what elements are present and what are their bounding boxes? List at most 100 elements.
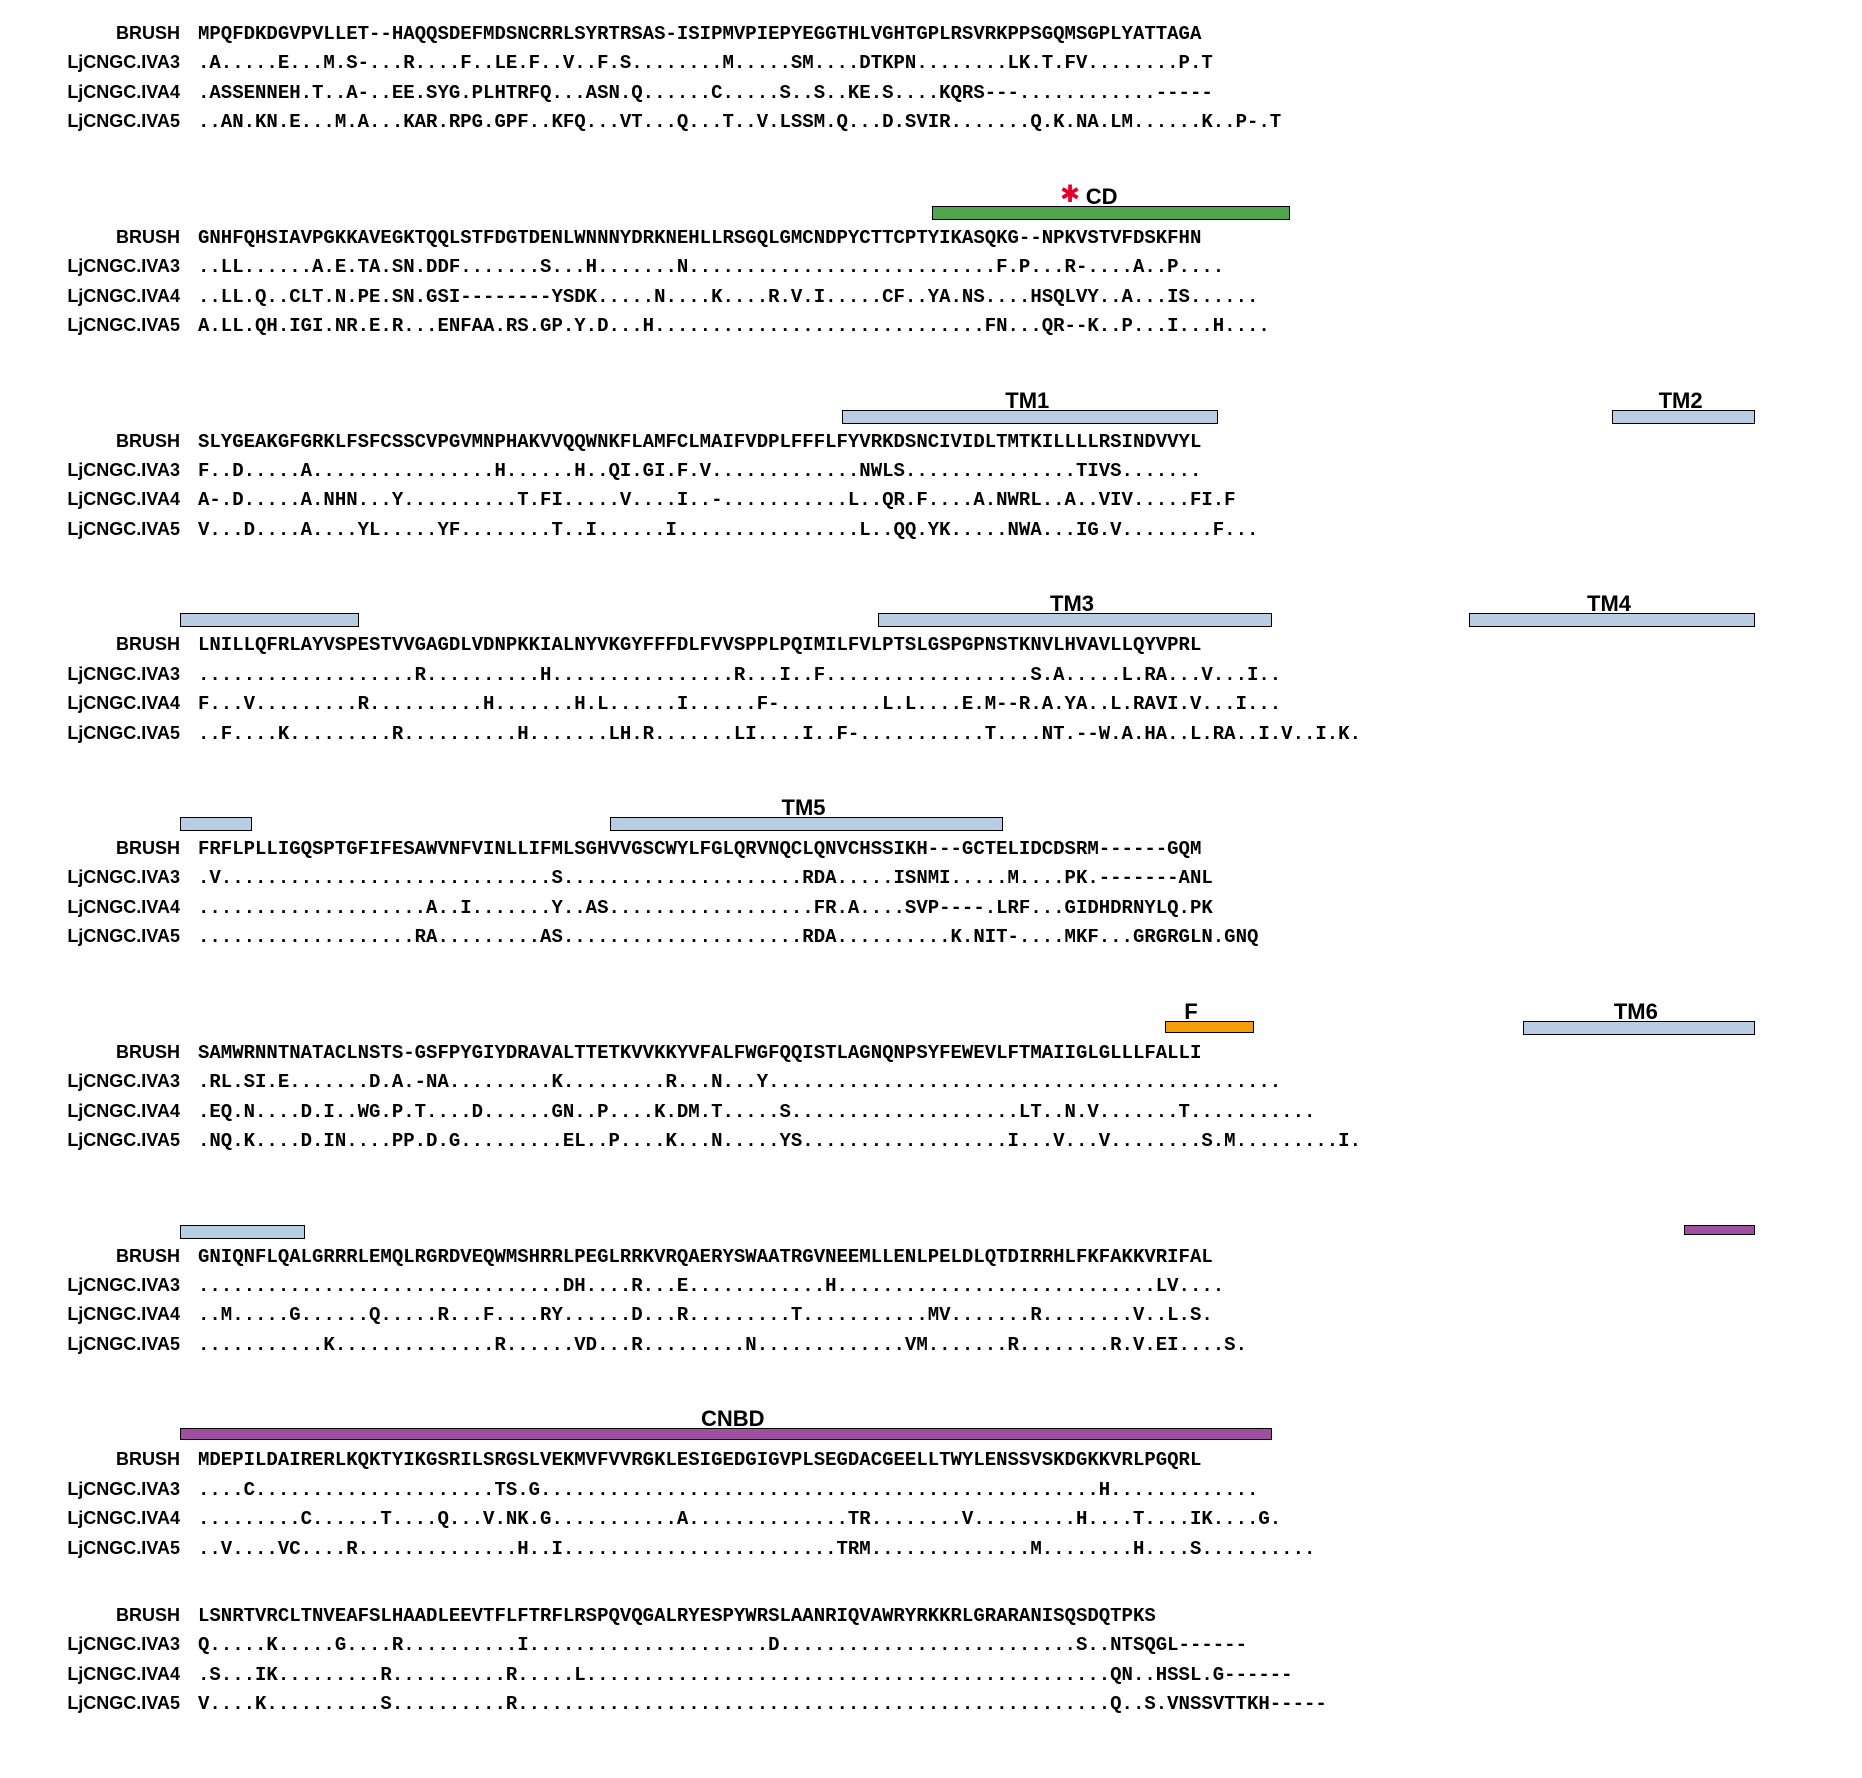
sequence-row: LjCNGC.IVA5...................RA........… [20,923,1842,952]
sequence-label: BRUSH [20,1243,198,1271]
sequence-label: LjCNGC.IVA5 [20,1690,198,1718]
sequence-label: LjCNGC.IVA5 [20,923,198,951]
sequence-label: LjCNGC.IVA4 [20,1661,198,1689]
sequence-row: LjCNGC.IVA3....C.....................TS.… [20,1476,1842,1505]
sequence-row: BRUSHGNIQNFLQALGRRRLEMQLRGRDVEQWMSHRRLPE… [20,1243,1842,1272]
domain-label: TM3 [1050,591,1094,617]
sequence-label: LjCNGC.IVA3 [20,1476,198,1504]
sequence-row: LjCNGC.IVA4.S...IK.........R..........R.… [20,1661,1842,1690]
annotation-row: CNBD [20,1398,1842,1446]
sequence-text: .S...IK.........R..........R.....L......… [198,1661,1293,1690]
sequence-row: LjCNGC.IVA3.A.....E...M.S-...R....F..LE.… [20,49,1842,78]
sequence-row: LjCNGC.IVA5.NQ.K....D.IN....PP.D.G......… [20,1127,1842,1156]
sequence-row: BRUSHLSNRTVRCLTNVEAFSLHAADLEEVTFLFTRFLRS… [20,1602,1842,1631]
sequence-text: MDEPILDAIRERLKQKTYIKGSRILSRGSLVEKMVFVVRG… [198,1446,1201,1475]
alignment-block: BRUSHLSNRTVRCLTNVEAFSLHAADLEEVTFLFTRFLRS… [20,1602,1842,1720]
sequence-text: .V.............................S........… [198,864,1213,893]
sequence-label: LjCNGC.IVA4 [20,1505,198,1533]
sequence-text: LSNRTVRCLTNVEAFSLHAADLEEVTFLFTRFLRSPQVQG… [198,1602,1156,1631]
sequence-text: .EQ.N....D.I..WG.P.T....D......GN..P....… [198,1098,1315,1127]
sequence-text: ..AN.KN.E...M.A...KAR.RPG.GPF..KFQ...VT.… [198,108,1281,137]
sequence-text: V....K..........S..........R............… [198,1690,1327,1719]
sequence-label: LjCNGC.IVA5 [20,108,198,136]
sequence-label: LjCNGC.IVA4 [20,690,198,718]
sequence-text: ..LL......A.E.TA.SN.DDF.......S...H.....… [198,253,1224,282]
mutation-star-icon: ✱ [1060,180,1080,209]
sequence-label: LjCNGC.IVA4 [20,283,198,311]
sequence-row: LjCNGC.IVA3Q.....K.....G....R..........I… [20,1631,1842,1660]
sequence-row: LjCNGC.IVA4.EQ.N....D.I..WG.P.T....D....… [20,1098,1842,1127]
sequence-label: LjCNGC.IVA5 [20,1331,198,1359]
annotation-row: TM1 TM2 [20,380,1842,428]
sequence-label: BRUSH [20,20,198,48]
sequence-label: LjCNGC.IVA3 [20,864,198,892]
sequence-row: LjCNGC.IVA3..LL......A.E.TA.SN.DDF......… [20,253,1842,282]
domain-label: TM4 [1587,591,1631,617]
sequence-text: .ASSENNEH.T..A-..EE.SYG.PLHTRFQ...ASN.Q.… [198,79,1213,108]
sequence-text: LNILLQFRLAYVSPESTVVGAGDLVDNPKKIALNYVKGYF… [198,631,1201,660]
sequence-text: ..F....K.........R..........H.......LH.R… [198,720,1361,749]
sequence-text: Q.....K.....G....R..........I...........… [198,1631,1247,1660]
sequence-label: LjCNGC.IVA5 [20,516,198,544]
sequence-text: ...........K..............R......VD...R.… [198,1331,1247,1360]
annotation-row: TM3 TM4 [20,583,1842,631]
alignment-block: CNBD BRUSHMDEPILDAIRERLKQKTYIKGSRILSRGSLV… [20,1398,1842,1564]
sequence-label: LjCNGC.IVA3 [20,1068,198,1096]
domain-bar [180,613,359,627]
sequence-label: LjCNGC.IVA4 [20,1098,198,1126]
sequence-text: F..D.....A................H......H..QI.G… [198,457,1201,486]
annotation-row: ✱CD [20,176,1842,224]
sequence-row: BRUSHSAMWRNNTNATACLNSTS-GSFPYGIYDRAVALTT… [20,1039,1842,1068]
sequence-row: LjCNGC.IVA4..LL.Q..CLT.N.PE.SN.GSI------… [20,283,1842,312]
sequence-text: A-.D.....A.NHN...Y..........T.FI.....V..… [198,486,1236,515]
sequence-label: BRUSH [20,835,198,863]
sequence-text: ..V....VC....R..............H..I........… [198,1535,1315,1564]
sequence-label: BRUSH [20,1602,198,1630]
sequence-label: BRUSH [20,428,198,456]
alignment-block: TM3 TM4 BRUSHLNILLQFRLAYVSPESTVVGAGDLVDNPK… [20,583,1842,749]
sequence-label: BRUSH [20,631,198,659]
domain-label: CNBD [701,1406,765,1432]
sequence-label: LjCNGC.IVA3 [20,1272,198,1300]
sequence-text: SLYGEAKGFGRKLFSFCSSCVPGVMNPHAKVVQQWNKFLA… [198,428,1201,457]
sequence-label: LjCNGC.IVA4 [20,486,198,514]
alignment-block: FTM6BRUSHSAMWRNNTNATACLNSTS-GSFPYGIYDRAV… [20,991,1842,1157]
domain-label: TM2 [1659,388,1703,414]
domain-label: TM1 [1005,388,1049,414]
sequence-label: LjCNGC.IVA5 [20,312,198,340]
sequence-row: LjCNGC.IVA5..F....K.........R..........H… [20,720,1842,749]
sequence-row: LjCNGC.IVA3.............................… [20,1272,1842,1301]
sequence-text: ...................RA.........AS........… [198,923,1258,952]
sequence-text: GNHFQHSIAVPGKKAVEGKTQQLSTFDGTDENLWNNNYDR… [198,224,1201,253]
sequence-text: V...D....A....YL.....YF........T..I.....… [198,516,1258,545]
sequence-label: LjCNGC.IVA3 [20,253,198,281]
domain-label: TM5 [782,795,826,821]
sequence-row: LjCNGC.IVA5V....K..........S..........R.… [20,1690,1842,1719]
sequence-text: FRFLPLLIGQSPTGFIFESAWVNFVINLLIFMLSGHVVGS… [198,835,1201,864]
sequence-label: BRUSH [20,224,198,252]
sequence-row: LjCNGC.IVA5V...D....A....YL.....YF......… [20,516,1842,545]
sequence-row: LjCNGC.IVA5...........K..............R..… [20,1331,1842,1360]
sequence-label: LjCNGC.IVA4 [20,1301,198,1329]
domain-bar [1165,1021,1255,1033]
alignment-block: BRUSHGNIQNFLQALGRRRLEMQLRGRDVEQWMSHRRLPE… [20,1195,1842,1361]
sequence-text: SAMWRNNTNATACLNSTS-GSFPYGIYDRAVALTTETKVV… [198,1039,1201,1068]
domain-label: F [1184,999,1197,1025]
sequence-text: .NQ.K....D.IN....PP.D.G.........EL..P...… [198,1127,1361,1156]
sequence-row: LjCNGC.IVA4F...V.........R..........H...… [20,690,1842,719]
sequence-row: BRUSHLNILLQFRLAYVSPESTVVGAGDLVDNPKKIALNY… [20,631,1842,660]
sequence-label: LjCNGC.IVA3 [20,1631,198,1659]
alignment-block: BRUSHMPQFDKDGVPVLLET--HAQQSDEFMDSNCRRLSY… [20,20,1842,138]
sequence-row: LjCNGC.IVA4.ASSENNEH.T..A-..EE.SYG.PLHTR… [20,79,1842,108]
sequence-label: LjCNGC.IVA5 [20,720,198,748]
sequence-text: ..LL.Q..CLT.N.PE.SN.GSI--------YSDK.....… [198,283,1258,312]
sequence-text: ..M.....G......Q.....R...F....RY......D.… [198,1301,1213,1330]
sequence-row: LjCNGC.IVA4.........C......T....Q...V.NK… [20,1505,1842,1534]
sequence-text: .A.....E...M.S-...R....F..LE.F..V..F.S..… [198,49,1213,78]
sequence-text: ....C.....................TS.G..........… [198,1476,1258,1505]
sequence-label: BRUSH [20,1446,198,1474]
annotation-row: FTM6 [20,991,1842,1039]
sequence-row: LjCNGC.IVA3.RL.SI.E.......D.A.-NA.......… [20,1068,1842,1097]
domain-label: CD [1086,184,1118,210]
annotation-row [20,1195,1842,1243]
